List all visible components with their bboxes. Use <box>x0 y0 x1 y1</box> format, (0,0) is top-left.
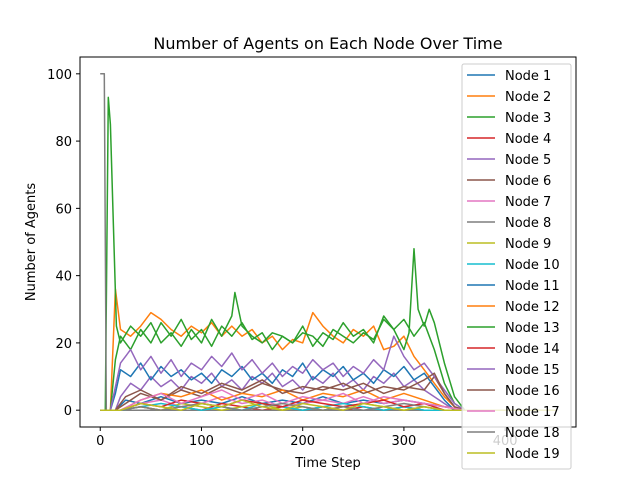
x-tick-label: 200 <box>290 434 315 449</box>
y-tick-label: 0 <box>64 404 72 419</box>
series-layer <box>100 73 556 411</box>
chart-title: Number of Agents on Each Node Over Time <box>153 34 502 53</box>
series-line-node-15 <box>100 335 556 411</box>
y-axis-label: Number of Agents <box>24 183 39 301</box>
legend-label: Node 16 <box>505 384 560 399</box>
legend-label: Node 6 <box>505 174 551 189</box>
legend-label: Node 8 <box>505 216 551 231</box>
y-axis: 0 20 40 60 80 100 <box>47 68 80 419</box>
series-line-node-2 <box>100 288 556 411</box>
series-line-node-12 <box>100 389 556 411</box>
series-line-node-13 <box>100 315 556 411</box>
series-line-node-3 <box>100 96 556 411</box>
legend-label: Node 14 <box>505 342 560 357</box>
legend-box <box>461 63 572 470</box>
series-line-node-16 <box>100 372 556 411</box>
legend-label: Node 1 <box>505 69 551 84</box>
y-tick-label: 80 <box>55 135 72 150</box>
legend-label: Node 3 <box>505 111 551 126</box>
legend-label: Node 19 <box>505 447 560 462</box>
legend-label: Node 18 <box>505 426 560 441</box>
x-axis-label: Time Step <box>294 456 361 471</box>
series-line-node-18 <box>100 402 556 411</box>
legend-label: Node 11 <box>505 279 560 294</box>
legend-label: Node 10 <box>505 258 560 273</box>
y-tick-label: 20 <box>55 337 72 352</box>
series-line-node-11 <box>100 362 556 411</box>
legend-label: Node 12 <box>505 300 560 315</box>
legend: Node 1 Node 2 Node 3 Node 4 Node 5 Node 6 Node… <box>461 63 572 470</box>
y-tick-label: 100 <box>47 68 72 83</box>
plot-frame <box>79 56 577 428</box>
x-tick-label: 0 <box>96 434 104 449</box>
y-tick-label: 60 <box>55 202 72 217</box>
x-tick-label: 300 <box>392 434 417 449</box>
legend-label: Node 17 <box>505 405 560 420</box>
legend-label: Node 2 <box>505 90 551 105</box>
x-tick-label: 100 <box>189 434 214 449</box>
series-line-node-17 <box>100 389 556 411</box>
legend-label: Node 7 <box>505 195 551 210</box>
y-tick-label: 40 <box>55 270 72 285</box>
legend-label: Node 13 <box>505 321 560 336</box>
legend-label: Node 9 <box>505 237 551 252</box>
legend-label: Node 4 <box>505 132 551 147</box>
series-line-node-19 <box>100 399 556 411</box>
series-line-node-8 <box>100 73 556 411</box>
legend-label: Node 15 <box>505 363 560 378</box>
legend-label: Node 5 <box>505 153 551 168</box>
